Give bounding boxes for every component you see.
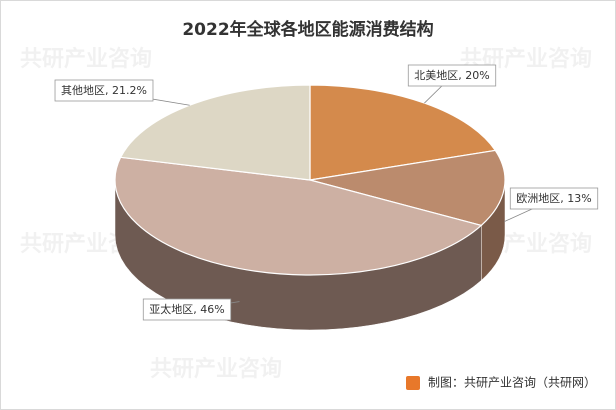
label-sep: , <box>458 69 465 82</box>
pie <box>114 84 506 331</box>
chart-title: 2022年全球各地区能源消费结构 <box>182 19 433 40</box>
labels: 北美地区, 20% 欧洲地区, 13% 亚太地区, 46% 其他地区, 21.2% <box>54 64 599 321</box>
label-sep: , <box>560 192 567 205</box>
slice <box>114 156 483 276</box>
data-label: 北美地区, 20% <box>414 69 489 82</box>
label-box <box>407 64 497 87</box>
label-value: 21.2% <box>112 84 147 97</box>
slice <box>309 84 497 181</box>
label-category: 欧洲地区 <box>516 192 560 205</box>
label-category: 北美地区 <box>414 69 458 82</box>
label-box <box>54 79 154 102</box>
label-box <box>509 187 599 210</box>
data-label: 亚太地区, 46% <box>149 303 224 316</box>
data-label: 其他地区, 21.2% <box>61 84 147 97</box>
label-category: 亚太地区 <box>149 303 193 316</box>
label-box <box>142 298 232 321</box>
label-value: 20% <box>465 69 489 82</box>
slice <box>119 84 311 181</box>
label-sep: , <box>193 303 200 316</box>
label-sep: , <box>105 84 112 97</box>
watermark: 共研产业咨询 <box>20 46 152 72</box>
label-category: 其他地区 <box>61 84 105 97</box>
data-label: 欧洲地区, 13% <box>516 192 591 205</box>
watermark: 共研产业咨询 <box>150 356 282 382</box>
footer: 制图：共研产业咨询（共研网） <box>428 375 596 390</box>
label-value: 13% <box>567 192 591 205</box>
label-value: 46% <box>200 303 224 316</box>
slice <box>309 149 506 227</box>
logo <box>406 376 420 390</box>
